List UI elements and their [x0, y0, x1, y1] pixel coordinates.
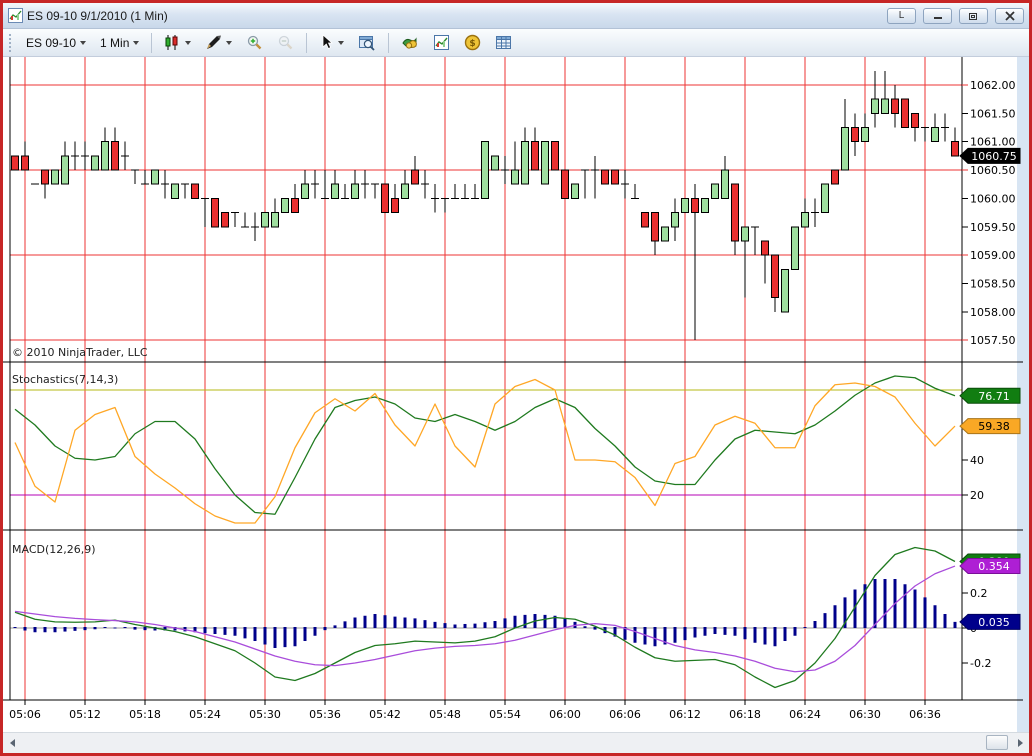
- svg-text:0.035: 0.035: [978, 616, 1010, 629]
- scroll-right-arrow[interactable]: [1011, 733, 1029, 753]
- cursor-icon: [322, 34, 334, 50]
- svg-text:06:36: 06:36: [909, 708, 941, 721]
- svg-text:06:30: 06:30: [849, 708, 881, 721]
- close-button[interactable]: [995, 7, 1024, 24]
- chevron-down-icon: [338, 41, 345, 45]
- svg-text:1060.50: 1060.50: [970, 164, 1016, 177]
- horizontal-scrollbar[interactable]: [3, 732, 1029, 753]
- svg-text:-0.2: -0.2: [970, 657, 991, 670]
- instrument-selector[interactable]: ES 09-10: [20, 33, 92, 53]
- svg-text:1061.50: 1061.50: [970, 107, 1016, 120]
- coin-button[interactable]: $: [458, 31, 487, 54]
- cursor-button[interactable]: [313, 31, 350, 54]
- chart-window-icon: [8, 8, 23, 23]
- svg-text:05:06: 05:06: [9, 708, 41, 721]
- macd-label: MACD(12,26,9): [12, 543, 96, 556]
- candlestick-series[interactable]: [11, 70, 959, 341]
- toolbar-grip[interactable]: [9, 33, 13, 52]
- chart-area[interactable]: 1062.00 1061.50 1061.00 1060.50 1060.00 1059.…: [3, 57, 1029, 732]
- chevron-down-icon: [80, 41, 87, 45]
- svg-text:05:42: 05:42: [369, 708, 401, 721]
- scroll-left-arrow[interactable]: [3, 733, 21, 753]
- svg-text:20: 20: [970, 489, 984, 502]
- svg-text:05:30: 05:30: [249, 708, 281, 721]
- link-button[interactable]: L: [887, 7, 916, 24]
- svg-text:06:12: 06:12: [669, 708, 701, 721]
- svg-text:76.71: 76.71: [978, 390, 1010, 403]
- zoom-out-icon: [279, 35, 293, 50]
- chevron-down-icon: [226, 41, 233, 45]
- svg-text:1061.00: 1061.00: [970, 136, 1016, 149]
- svg-text:06:00: 06:00: [549, 708, 581, 721]
- interval-selector[interactable]: 1 Min: [94, 33, 145, 53]
- svg-text:1062.00: 1062.00: [970, 79, 1016, 92]
- zoom-in-button[interactable]: [240, 31, 269, 54]
- mini-chart-icon: [434, 35, 450, 50]
- chart-trader-button[interactable]: [395, 31, 425, 54]
- stochastics-label: Stochastics(7,14,3): [12, 373, 118, 386]
- scroll-track[interactable]: [21, 733, 1011, 753]
- window-title: ES 09-10 9/1/2010 (1 Min): [27, 8, 168, 23]
- minimize-button[interactable]: [923, 7, 952, 24]
- chart-background: [3, 57, 1029, 732]
- restore-icon: [969, 12, 977, 20]
- svg-text:1060.00: 1060.00: [970, 192, 1016, 205]
- svg-text:0.2: 0.2: [970, 587, 988, 600]
- interval-label: 1 Min: [100, 35, 130, 50]
- svg-text:40: 40: [970, 454, 984, 467]
- svg-text:1058.00: 1058.00: [970, 306, 1016, 319]
- instrument-label: ES 09-10: [26, 35, 77, 50]
- zoom-out-button[interactable]: [271, 31, 300, 54]
- data-box-icon: [359, 36, 376, 51]
- chart-style-button[interactable]: [158, 31, 197, 54]
- data-box-button[interactable]: [352, 31, 382, 54]
- svg-text:1058.50: 1058.50: [970, 277, 1016, 290]
- svg-text:59.38: 59.38: [978, 420, 1010, 433]
- toolbar-separator: [388, 32, 390, 53]
- svg-text:06:06: 06:06: [609, 708, 641, 721]
- stochastics-panel[interactable]: [10, 375, 962, 524]
- svg-text:06:24: 06:24: [789, 708, 821, 721]
- chevron-down-icon: [133, 41, 140, 45]
- chart-trader-icon: [402, 37, 418, 49]
- close-icon: [1004, 10, 1015, 21]
- pencil-icon: [207, 35, 222, 49]
- svg-text:05:12: 05:12: [69, 708, 101, 721]
- svg-text:1057.50: 1057.50: [970, 334, 1016, 347]
- chevron-down-icon: [185, 41, 192, 45]
- drawing-tools-button[interactable]: [199, 31, 238, 54]
- svg-text:1059.50: 1059.50: [970, 221, 1016, 234]
- toolbar-separator: [306, 32, 308, 53]
- svg-text:05:36: 05:36: [309, 708, 341, 721]
- svg-text:06:18: 06:18: [729, 708, 761, 721]
- restore-button[interactable]: [959, 7, 988, 24]
- svg-text:05:54: 05:54: [489, 708, 521, 721]
- toolbar-separator: [151, 32, 153, 53]
- toolbar: ES 09-10 1 Min: [3, 29, 1029, 57]
- zoom-in-icon: [248, 35, 262, 50]
- candlestick-style-icon: [165, 35, 178, 50]
- macd-panel[interactable]: [10, 546, 962, 689]
- data-grid-button[interactable]: [489, 31, 519, 54]
- copyright-text: © 2010 NinjaTrader, LLC: [12, 346, 148, 359]
- svg-text:05:24: 05:24: [189, 708, 221, 721]
- link-button-label: L: [898, 10, 905, 21]
- svg-text:$: $: [470, 39, 476, 49]
- svg-text:1059.00: 1059.00: [970, 249, 1016, 262]
- svg-text:0.354: 0.354: [978, 560, 1010, 573]
- minimize-icon: [933, 17, 942, 19]
- title-bar[interactable]: ES 09-10 9/1/2010 (1 Min) L: [3, 3, 1029, 29]
- scroll-thumb[interactable]: [986, 735, 1008, 750]
- chart-canvas[interactable]: 1062.00 1061.50 1061.00 1060.50 1060.00 1059.…: [3, 57, 1029, 732]
- data-grid-icon: [496, 36, 512, 49]
- axes[interactable]: 1062.00 1061.50 1061.00 1060.50 1060.00 1059.…: [3, 57, 1023, 721]
- svg-text:1060.75: 1060.75: [971, 150, 1017, 163]
- coin-icon: $: [465, 34, 481, 51]
- mini-chart-button[interactable]: [427, 31, 456, 54]
- svg-text:05:48: 05:48: [429, 708, 461, 721]
- svg-text:05:18: 05:18: [129, 708, 161, 721]
